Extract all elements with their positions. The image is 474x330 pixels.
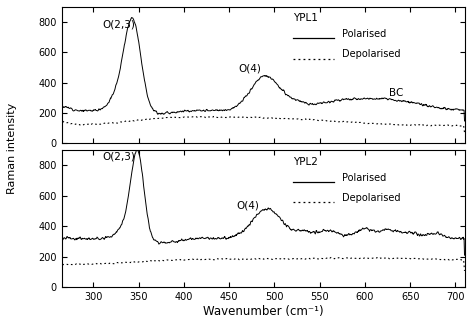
Text: Depolarised: Depolarised xyxy=(342,50,400,59)
X-axis label: Wavenumber (cm⁻¹): Wavenumber (cm⁻¹) xyxy=(203,305,323,318)
Text: O(2,3): O(2,3) xyxy=(102,20,135,30)
Text: Polarised: Polarised xyxy=(342,173,386,182)
Text: O(2,3): O(2,3) xyxy=(102,151,135,161)
Text: O(4): O(4) xyxy=(238,64,261,74)
Text: YPL2: YPL2 xyxy=(293,157,318,167)
Text: O(4): O(4) xyxy=(237,200,259,210)
Text: YPL1: YPL1 xyxy=(293,14,318,23)
Text: Polarised: Polarised xyxy=(342,29,386,39)
Text: Depolarised: Depolarised xyxy=(342,193,400,203)
Text: BC: BC xyxy=(389,88,404,98)
Text: Raman intensity: Raman intensity xyxy=(7,103,17,194)
